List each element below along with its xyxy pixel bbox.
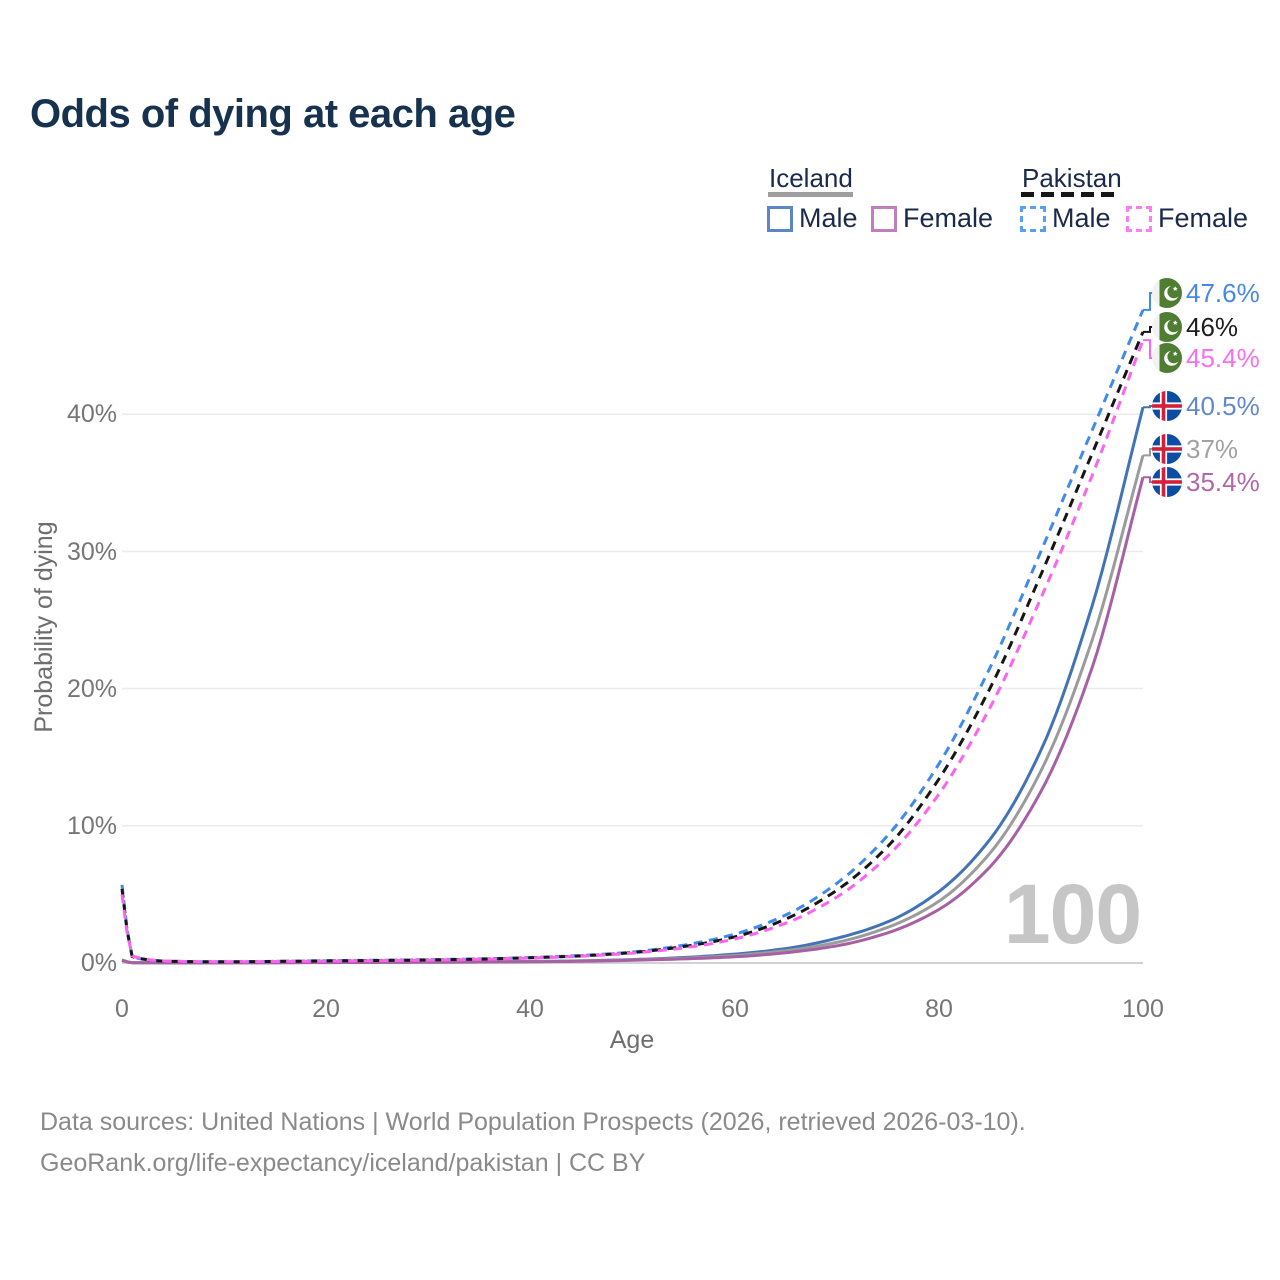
- legend-label-pakistan-male[interactable]: Male: [1052, 203, 1111, 233]
- x-tick-60: 60: [721, 995, 749, 1023]
- y-tick-40: 40%: [66, 400, 117, 428]
- pakistan-flag-icon: [1152, 343, 1182, 373]
- legend-label-pakistan-female[interactable]: Female: [1158, 203, 1249, 233]
- pakistan-flag-icon: [1152, 312, 1182, 342]
- legend-swatch-iceland-male[interactable]: [767, 206, 793, 232]
- x-tick-80: 80: [925, 995, 953, 1023]
- legend-label-iceland-female[interactable]: Female: [903, 203, 994, 233]
- page-title: Odds of dying at each age: [30, 92, 516, 136]
- series-line-pakistan-male: [120, 309, 1145, 964]
- series-line-iceland-male: [121, 406, 1145, 965]
- footer-sources: Data sources: United Nations | World Pop…: [40, 1108, 1026, 1136]
- chart-svg: [120, 0, 1280, 965]
- end-value-iceland-male: 40.5%: [1186, 391, 1260, 421]
- end-value-iceland-both-sexes: 37%: [1186, 434, 1239, 464]
- x-tick-40: 40: [516, 995, 544, 1023]
- legend-pakistan-line-sample: [1021, 192, 1118, 197]
- legend-group-iceland-title: Iceland: [769, 163, 853, 193]
- iceland-flag-icon: [1152, 467, 1182, 497]
- legend-swatch-iceland-female[interactable]: [871, 206, 897, 232]
- legend-label-iceland-male[interactable]: Male: [799, 203, 858, 233]
- x-tick-0: 0: [115, 995, 129, 1023]
- end-value-pakistan-female: 45.4%: [1186, 343, 1260, 373]
- y-tick-20: 20%: [66, 675, 117, 703]
- y-tick-0: 0%: [80, 949, 117, 977]
- end-value-pakistan-both-sexes: 46%: [1186, 312, 1239, 342]
- end-label-flags: [1152, 278, 1182, 497]
- pakistan-flag-icon: [1152, 278, 1182, 308]
- x-tick-20: 20: [312, 995, 340, 1023]
- legend-group-pakistan-title: Pakistan: [1022, 163, 1122, 193]
- footer-attribution: GeoRank.org/life-expectancy/iceland/paki…: [40, 1149, 646, 1177]
- iceland-flag-icon: [1152, 391, 1182, 421]
- x-axis-title: Age: [609, 1026, 655, 1054]
- iceland-flag-icon: [1152, 434, 1182, 464]
- hover-age-watermark: 100: [1003, 867, 1142, 961]
- end-value-iceland-female: 35.4%: [1186, 467, 1260, 497]
- series-line-iceland-female: [121, 476, 1145, 965]
- y-tick-30: 30%: [66, 538, 117, 566]
- legend-swatch-pakistan-male[interactable]: [1020, 206, 1046, 232]
- series-curves: [120, 309, 1145, 965]
- x-tick-100: 100: [1122, 995, 1164, 1023]
- y-tick-10: 10%: [66, 812, 117, 840]
- series-line-pakistan-female: [120, 339, 1145, 964]
- series-line-iceland-both-sexes: [121, 455, 1145, 965]
- legend-swatch-pakistan-female[interactable]: [1126, 206, 1152, 232]
- end-value-pakistan-male: 47.6%: [1186, 278, 1260, 308]
- legend-iceland-line-sample: [768, 192, 853, 197]
